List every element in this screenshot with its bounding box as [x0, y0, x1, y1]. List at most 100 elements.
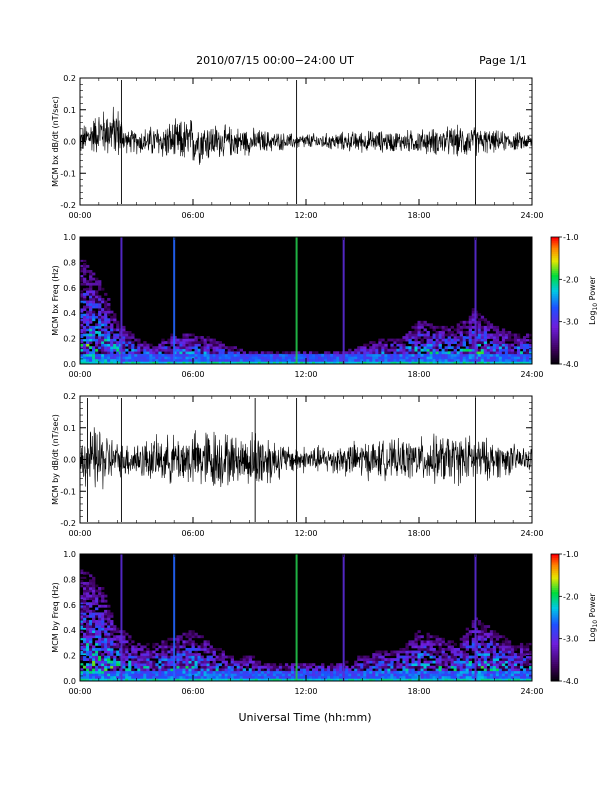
spectrogram-cell: [89, 604, 93, 608]
colorbar-segment: [551, 253, 559, 257]
spectrogram-cell: [158, 670, 162, 674]
spectrogram-cell: [360, 670, 364, 674]
spectrogram-cell: [164, 358, 168, 362]
spectrogram-cell: [101, 353, 105, 357]
spectrogram-cell: [230, 655, 234, 659]
spectrogram-cell: [131, 673, 135, 677]
spectrogram-cell: [194, 668, 198, 672]
spectrogram-cell: [86, 282, 90, 286]
spectrogram-cell: [98, 614, 102, 618]
spectrogram-cell: [149, 653, 153, 656]
spectrogram-cell: [116, 670, 120, 674]
spectrogram-cell: [170, 348, 174, 352]
spectrogram-cell: [110, 318, 114, 322]
spectrogram-cell: [188, 655, 192, 659]
spectrogram-cell: [101, 351, 105, 355]
spectrogram-cell: [89, 627, 93, 631]
spectrogram-cell: [152, 670, 156, 674]
colorbar-segment: [551, 617, 559, 621]
spectrogram-cell: [378, 658, 382, 661]
spectrogram-cell: [194, 343, 198, 347]
spectrogram-cell: [80, 361, 84, 365]
spectral-line: [173, 554, 176, 681]
spectrogram-cell: [242, 658, 247, 661]
spectrogram-cell: [408, 650, 412, 654]
spectrogram-cell: [507, 665, 512, 669]
spectrogram-cell: [218, 348, 222, 352]
spectrogram-cell: [92, 356, 96, 360]
spectrogram-cell: [83, 356, 87, 360]
colorbar-segment: [551, 285, 559, 289]
spectrogram-cell: [483, 645, 488, 649]
colorbar-segment: [551, 668, 559, 671]
colorbar-segment: [551, 334, 559, 337]
spectrogram-cell: [89, 612, 93, 616]
spectrogram-cell: [315, 351, 319, 355]
spectrogram-cell: [396, 338, 400, 342]
spectrogram-cell: [522, 660, 527, 664]
spectrogram-cell: [128, 333, 132, 337]
spectrogram-cell: [239, 358, 244, 362]
colorbar-segment: [551, 342, 559, 346]
spectrogram-cell: [299, 668, 304, 672]
spectrogram-cell: [414, 665, 418, 669]
spectrogram-cell: [378, 673, 382, 677]
spectrogram-cell: [212, 663, 216, 667]
spectrogram-cell: [507, 668, 512, 672]
spectrogram-cell: [489, 647, 494, 651]
colorbar-segment: [551, 344, 559, 348]
spectrogram-cell: [137, 678, 141, 682]
spectrogram-cell: [348, 348, 352, 352]
spectrogram-cell: [92, 668, 96, 672]
spectrogram-cell: [483, 336, 488, 339]
spectrogram-cell: [429, 673, 433, 677]
spectrogram-cell: [471, 675, 476, 679]
spectrogram-cell: [354, 361, 358, 365]
spectrogram-cell: [393, 346, 397, 350]
spectrogram-cell: [501, 356, 506, 360]
spectrogram-cell: [140, 663, 144, 667]
spectrogram-cell: [236, 678, 240, 682]
spectrogram-cell: [417, 320, 421, 324]
spectrogram-cell: [245, 675, 250, 679]
spectrogram-cell: [257, 361, 262, 365]
spectrogram-cell: [185, 670, 189, 674]
spectrogram-cell: [417, 328, 421, 332]
spectrogram-cell: [402, 655, 406, 659]
spectrogram-cell: [408, 356, 412, 360]
spectrogram-cell: [504, 673, 509, 677]
spectrogram-cell: [501, 343, 506, 347]
colorbar-segment: [551, 311, 559, 314]
spectrogram-cell: [450, 356, 454, 360]
spectrogram-cell: [284, 665, 289, 669]
spectrogram-cell: [143, 660, 147, 664]
spectrogram-cell: [83, 262, 87, 266]
spectrogram-cell: [333, 361, 337, 365]
spectrogram-cell: [432, 650, 436, 654]
spectrogram-cell: [98, 338, 102, 342]
spectrogram-cell: [194, 361, 198, 365]
spectrogram-cell: [113, 343, 117, 347]
spectrogram-cell: [167, 358, 171, 362]
spectrogram-cell: [203, 670, 207, 674]
spectrogram-cell: [188, 338, 192, 342]
colorbar-segment: [551, 323, 559, 327]
spectrogram-cell: [185, 668, 189, 672]
spectrogram-cell: [468, 323, 473, 327]
spectrogram-cell: [444, 348, 448, 352]
spectrogram-cell: [444, 658, 448, 661]
spectrogram-cell: [465, 663, 470, 667]
spectrogram-cell: [215, 675, 219, 679]
spectrogram-cell: [107, 308, 111, 311]
spectrogram-cell: [170, 653, 174, 656]
spectrogram-cell: [510, 346, 515, 350]
spectrogram-cell: [236, 668, 240, 672]
spectrogram-cell: [471, 318, 476, 322]
spectrogram-cell: [417, 673, 421, 677]
spectrogram-cell: [441, 336, 445, 339]
spectrogram-cell: [456, 650, 460, 654]
spectrogram-cell: [152, 358, 156, 362]
spectrogram-cell: [80, 346, 84, 350]
spectrogram-cell: [516, 675, 521, 679]
spectrogram-cell: [462, 330, 466, 334]
